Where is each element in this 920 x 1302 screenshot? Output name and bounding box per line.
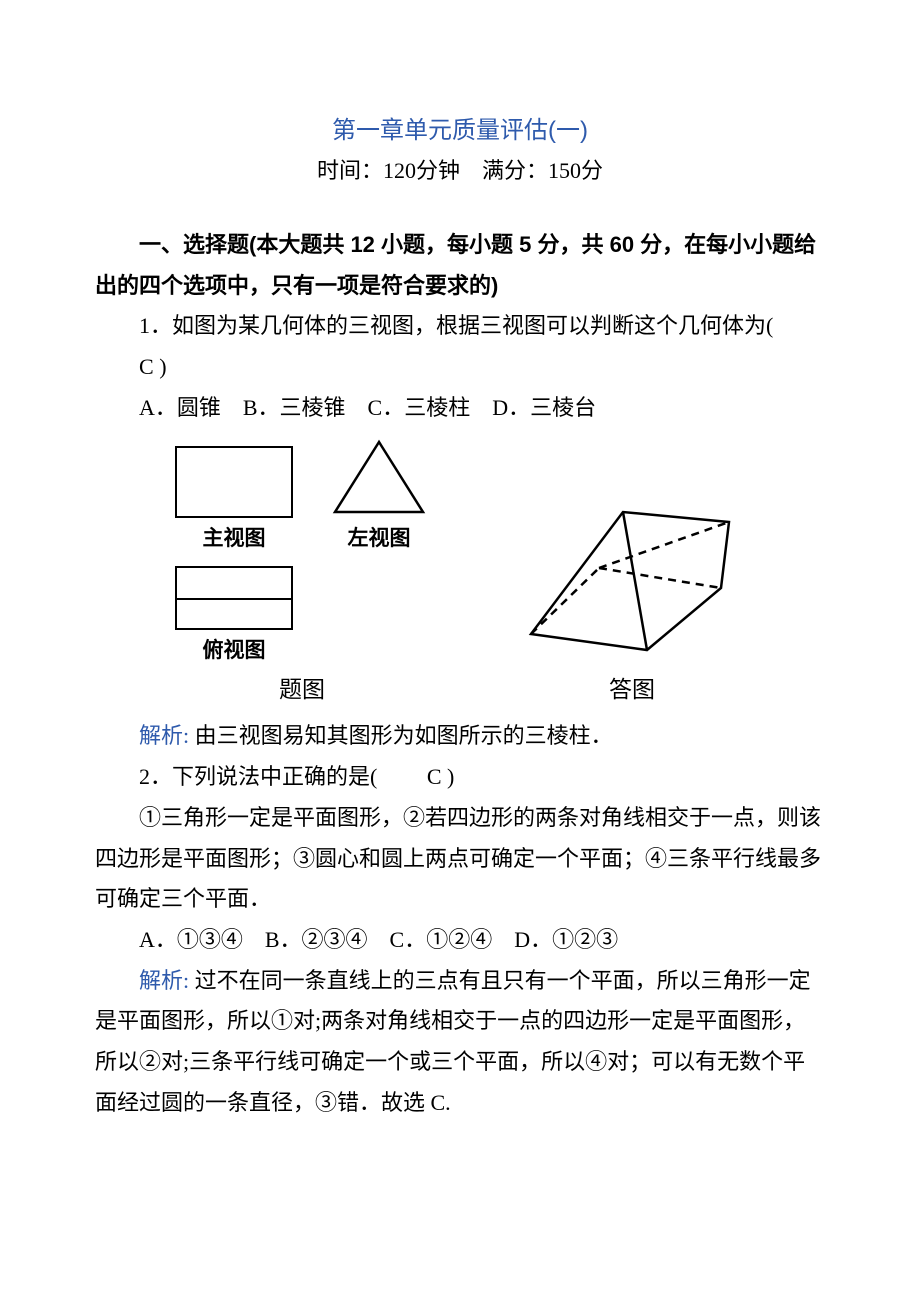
q2-explain-text: 过不在同一条直线上的三点有且只有一个平面，所以三角形一定是平面图形，所以①对;两…	[95, 968, 811, 1115]
three-views-group: 主视图 左视图 俯视图 题图	[175, 438, 429, 704]
page-subtitle: 时间：120分钟 满分：150分	[95, 153, 825, 185]
q1-figures: 主视图 左视图 俯视图 题图 答图	[95, 438, 825, 704]
q1-stem: 1．如图为某几何体的三视图，根据三视图可以判断这个几何体为( C )	[95, 306, 825, 387]
top-view-label: 俯视图	[203, 634, 266, 664]
prism-solid-1	[531, 512, 729, 650]
prism-dashed-2	[599, 568, 721, 588]
q1-stem-text: 1．如图为某几何体的三视图，根据三视图可以判断这个几何体为(	[139, 313, 773, 338]
left-view-triangle	[329, 438, 429, 518]
q2-options: A．①③④ B．②③④ C．①②④ D．①②③	[95, 920, 825, 961]
q2-answer: C	[383, 757, 442, 798]
prism-dashed-3	[599, 522, 729, 568]
page-title: 第一章单元质量评估(一)	[95, 110, 825, 145]
question-figure-caption: 题图	[279, 670, 325, 704]
prism-dashed-1	[531, 568, 599, 634]
q1-options: A．圆锥 B．三棱锥 C．三棱柱 D．三棱台	[95, 388, 825, 429]
front-view-rect	[175, 446, 293, 518]
answer-figure-group: 答图	[519, 500, 745, 704]
front-view-label: 主视图	[203, 522, 266, 552]
answer-figure-caption: 答图	[609, 670, 655, 704]
q1-explain: 解析: 由三视图易知其图形为如图所示的三棱柱．	[95, 716, 825, 757]
q2-stem-text: 2．下列说法中正确的是(	[139, 764, 377, 789]
prism-solid-2	[623, 512, 647, 650]
front-view-col: 主视图	[175, 446, 293, 552]
triangle-shape	[335, 442, 423, 512]
q2-stem-close: )	[447, 764, 454, 789]
left-view-label: 左视图	[348, 522, 411, 552]
left-view-col: 左视图	[329, 438, 429, 552]
q2-stem: 2．下列说法中正确的是( C )	[95, 757, 825, 798]
prism-svg	[519, 500, 745, 664]
q2-body: ①三角形一定是平面图形，②若四边形的两条对角线相交于一点，则该四边形是平面图形；…	[95, 798, 825, 920]
views-top-row: 主视图 左视图	[175, 438, 429, 552]
top-view-rect	[175, 566, 293, 630]
top-view-col: 俯视图	[175, 566, 293, 664]
q1-explain-label: 解析:	[139, 723, 189, 748]
q1-answer: C	[95, 347, 154, 388]
q1-stem-close: )	[159, 354, 166, 379]
q1-explain-text: 由三视图易知其图形为如图所示的三棱柱．	[195, 723, 613, 748]
q2-explain-label: 解析:	[139, 968, 189, 993]
q2-explain: 解析: 过不在同一条直线上的三点有且只有一个平面，所以三角形一定是平面图形，所以…	[95, 961, 825, 1124]
section-header: 一、选择题(本大题共 12 小题，每小题 5 分，共 60 分，在每小小题给出的…	[95, 225, 825, 306]
